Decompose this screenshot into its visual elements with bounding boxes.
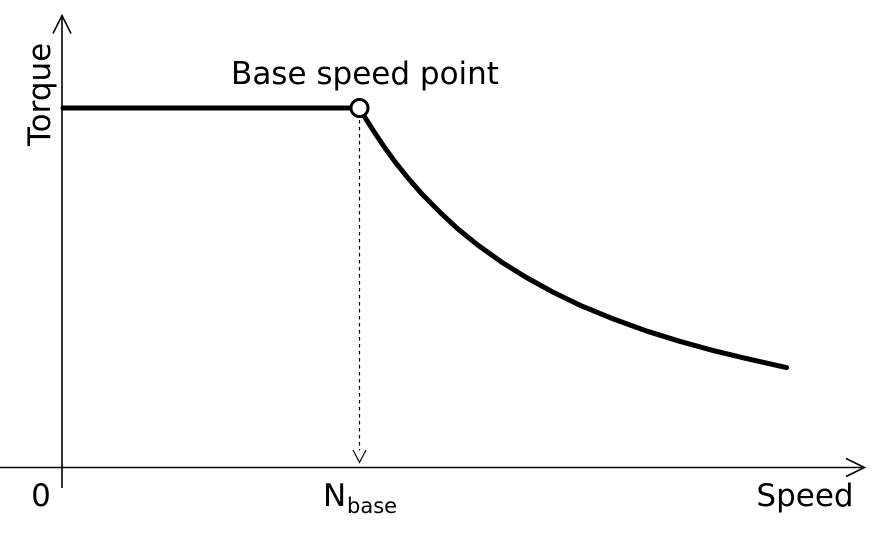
- torque-curve: [60, 105, 789, 371]
- annotation-base-speed-point: Base speed point: [231, 56, 499, 92]
- base-speed-marker: [349, 98, 370, 118]
- x-axis-arrowhead-icon: [845, 457, 867, 478]
- x-axis-label: Speed: [756, 478, 853, 514]
- y-axis-label: Torque: [22, 43, 58, 147]
- base-speed-tick-subscript: base: [347, 494, 397, 518]
- dashed-arrowhead-icon: [352, 449, 367, 464]
- base-speed-tick-label: N: [323, 478, 346, 514]
- y-axis-arrowhead-icon: [52, 13, 72, 34]
- origin-tick-label: 0: [31, 478, 51, 514]
